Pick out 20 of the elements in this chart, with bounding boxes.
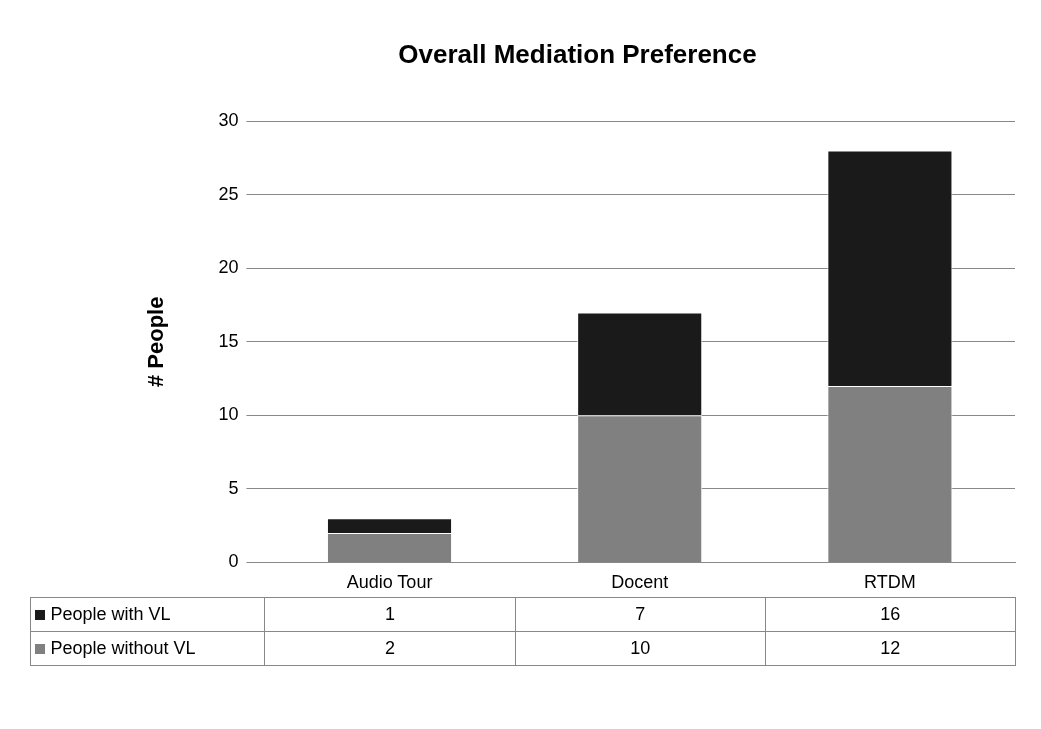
y-tick-label: 25 bbox=[218, 183, 239, 204]
data-label: 2 bbox=[264, 631, 516, 666]
data-label: 1 bbox=[264, 597, 516, 632]
legend-label: People with VL bbox=[30, 597, 265, 632]
y-axis-title: # People bbox=[143, 296, 169, 388]
y-tick-label: 20 bbox=[218, 257, 239, 278]
x-tick-label: Audio Tour bbox=[346, 572, 433, 593]
data-label: 7 bbox=[515, 597, 766, 632]
x-tick-label: RTDM bbox=[864, 572, 916, 593]
data-label: 12 bbox=[765, 631, 1016, 666]
chart-title: Overall Mediation Preference bbox=[398, 38, 757, 69]
x-tick-label: Docent bbox=[611, 572, 669, 593]
legend-label: People without VL bbox=[30, 631, 265, 666]
data-label: 16 bbox=[765, 597, 1016, 632]
y-tick-label: 0 bbox=[228, 551, 239, 572]
y-tick-label: 30 bbox=[218, 110, 239, 131]
data-label: 10 bbox=[515, 631, 766, 666]
y-tick-label: 10 bbox=[218, 404, 239, 425]
y-tick-label: 15 bbox=[218, 330, 239, 351]
y-tick-label: 5 bbox=[228, 477, 239, 498]
